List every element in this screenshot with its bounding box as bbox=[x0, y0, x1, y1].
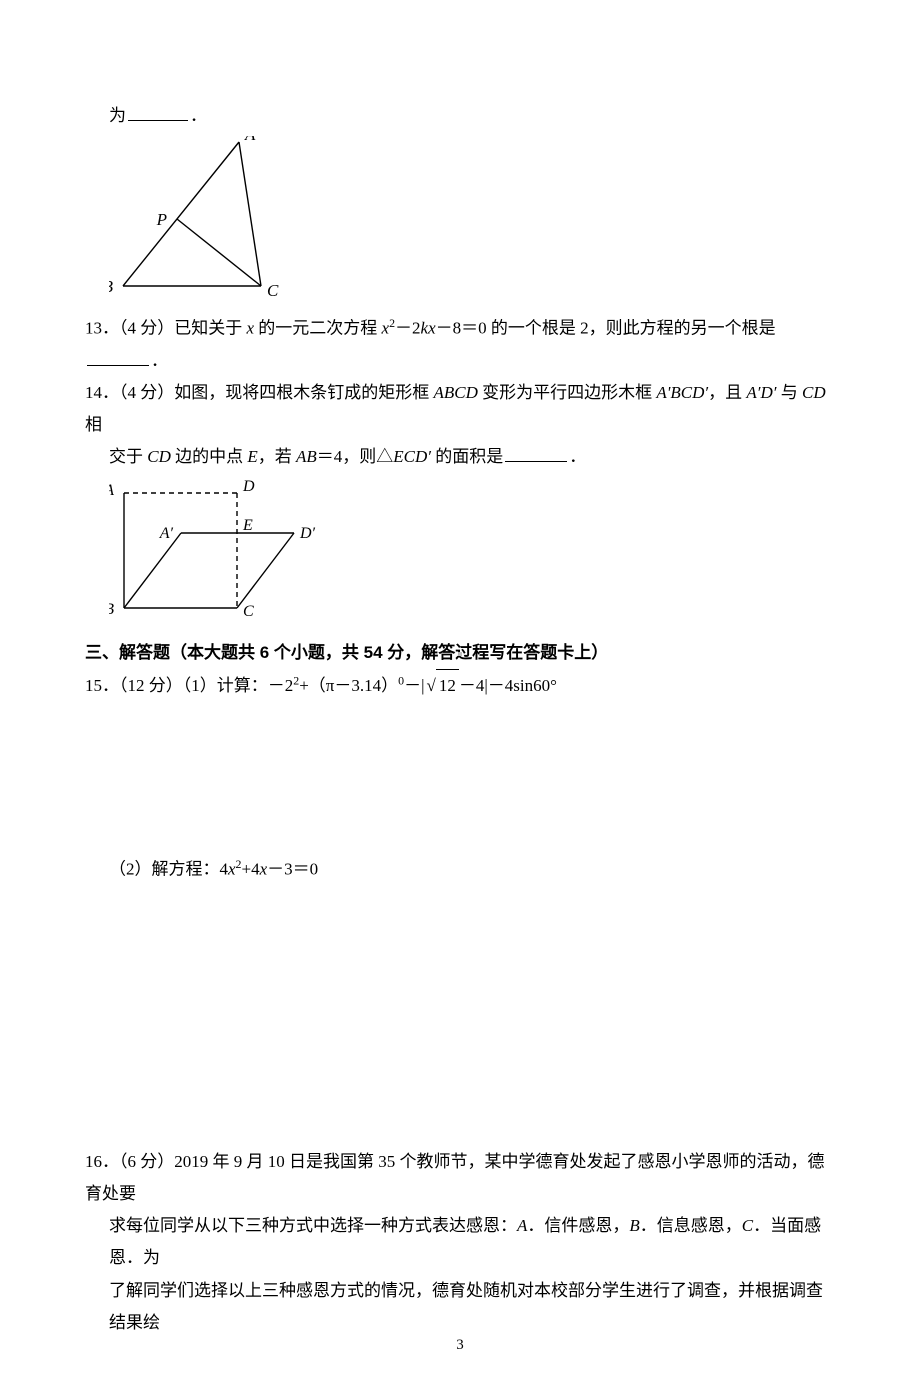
q13-text-a: 已知关于 bbox=[174, 318, 246, 337]
q15-eq2-a: 4 bbox=[220, 859, 229, 878]
q14-cd: CD bbox=[802, 383, 826, 402]
q14-number: 14． bbox=[85, 383, 119, 402]
svg-text:P: P bbox=[156, 210, 167, 229]
q14-answer-blank[interactable] bbox=[505, 444, 567, 462]
svg-text:C: C bbox=[243, 603, 254, 618]
q13-eq-mid: －2 bbox=[395, 318, 421, 337]
q15-eq2-c: －3＝0 bbox=[267, 859, 318, 878]
q13-text-b: 的一元二次方程 bbox=[254, 318, 382, 337]
q14-text-b: 变形为平行四边形木框 bbox=[478, 383, 657, 402]
q15-expr-b: +（π－3.14） bbox=[299, 676, 398, 695]
q14-text-c: ，且 bbox=[708, 383, 746, 402]
q14-period: ． bbox=[569, 447, 586, 466]
q15-expr-d: －4|－4sin60° bbox=[459, 676, 557, 695]
section3-title: 三、解答题（本大题共 6 个小题，共 54 分，解答过程写在答题卡上） bbox=[85, 637, 835, 669]
q16-optA-text: ．信件感恩， bbox=[527, 1216, 629, 1235]
q14-abcd: ABCD bbox=[434, 383, 478, 402]
q12-period: ． bbox=[190, 106, 207, 125]
q16-number: 16． bbox=[85, 1152, 119, 1171]
q16-optB-text: ．信息感恩， bbox=[640, 1216, 742, 1235]
q14-l2-d: ＝4，则△ bbox=[317, 447, 394, 466]
svg-text:D: D bbox=[242, 478, 255, 495]
q15-workspace-2 bbox=[85, 886, 835, 1146]
page-number: 3 bbox=[0, 1331, 920, 1360]
q16-optC: C bbox=[742, 1216, 753, 1235]
q13-x: x bbox=[247, 318, 255, 337]
q14-l2-a: 交于 bbox=[109, 447, 147, 466]
q13-eq-x: x bbox=[382, 318, 390, 337]
svg-text:D′: D′ bbox=[299, 525, 316, 542]
q14-e: E bbox=[247, 447, 257, 466]
q15-eq2-x2: x bbox=[260, 859, 268, 878]
q14-text-e: 相 bbox=[85, 415, 102, 434]
q14-apbcdp: A'BCD′ bbox=[656, 383, 708, 402]
q14-line1: 14．（4 分）如图，现将四根木条钉成的矩形框 ABCD 变形为平行四边形木框 … bbox=[85, 377, 835, 442]
q15-workspace-1 bbox=[85, 703, 835, 853]
q14-l2-b: 边的中点 bbox=[171, 447, 248, 466]
q13-period: ． bbox=[151, 351, 168, 370]
q12-figure: A B C P bbox=[109, 136, 835, 307]
q15-expr-c: －| bbox=[404, 676, 424, 695]
q15-line2: （2）解方程：4x2+4x－3＝0 bbox=[85, 853, 835, 886]
svg-text:B: B bbox=[109, 601, 114, 618]
q14-ecdp: ECD′ bbox=[393, 447, 431, 466]
q16-optA: A bbox=[517, 1216, 527, 1235]
svg-text:A′: A′ bbox=[159, 525, 174, 542]
q14-l2-c: ，若 bbox=[258, 447, 296, 466]
q16-l1: 2019 年 9 月 10 日是我国第 35 个教师节，某中学德育处发起了感恩小… bbox=[85, 1152, 825, 1203]
q13-score: （4 分） bbox=[119, 318, 174, 337]
q13-eq-x2: x bbox=[428, 318, 436, 337]
q15-radicand: 12 bbox=[436, 669, 459, 702]
q13-eq-k: k bbox=[421, 318, 429, 337]
svg-text:B: B bbox=[109, 277, 114, 296]
q12-tail-line: 为． bbox=[85, 100, 835, 132]
q14-score: （4 分） bbox=[119, 383, 174, 402]
svg-text:A: A bbox=[244, 136, 256, 144]
q15-sqrt-sym: √ bbox=[426, 676, 435, 695]
q15-eq2-x1: x bbox=[228, 859, 236, 878]
q15-score: （12 分） bbox=[119, 676, 183, 695]
q14-figure: A D A′ E D′ B C bbox=[109, 478, 835, 629]
q15-expr-a: －2 bbox=[268, 676, 294, 695]
q15-eq2-b: +4 bbox=[242, 859, 260, 878]
q12-answer-blank[interactable] bbox=[128, 103, 188, 121]
svg-text:A: A bbox=[109, 482, 114, 499]
q16-score: （6 分） bbox=[119, 1152, 174, 1171]
q14-text-d: 与 bbox=[777, 383, 803, 402]
q16-l2-a: 求每位同学从以下三种方式中选择一种方式表达感恩： bbox=[109, 1216, 517, 1235]
q13-number: 13． bbox=[85, 318, 119, 337]
svg-text:C: C bbox=[267, 281, 279, 296]
q15-part1-label: （1）计算： bbox=[183, 676, 268, 695]
svg-text:E: E bbox=[242, 517, 253, 534]
q14-ap: A′ bbox=[746, 383, 760, 402]
q14-dp: D′ bbox=[761, 383, 777, 402]
q13-answer-blank[interactable] bbox=[87, 348, 149, 366]
q15-part2-label: （2）解方程： bbox=[109, 859, 220, 878]
q13-line: 13．（4 分）已知关于 x 的一元二次方程 x2－2kx－8＝0 的一个根是 … bbox=[85, 312, 835, 377]
q15-sqrt: √12 bbox=[424, 669, 458, 702]
q15-number: 15． bbox=[85, 676, 119, 695]
q12-tail-text: 为 bbox=[109, 106, 126, 125]
q16-line2: 求每位同学从以下三种方式中选择一种方式表达感恩：A．信件感恩，B．信息感恩，C．… bbox=[85, 1210, 835, 1275]
q16-line3: 了解同学们选择以上三种感恩方式的情况，德育处随机对本校部分学生进行了调查，并根据… bbox=[85, 1275, 835, 1340]
q14-text-a: 如图，现将四根木条钉成的矩形框 bbox=[174, 383, 433, 402]
q16-l3: 了解同学们选择以上三种感恩方式的情况，德育处随机对本校部分学生进行了调查，并根据… bbox=[109, 1281, 823, 1332]
q14-line2: 交于 CD 边的中点 E，若 AB＝4，则△ECD′ 的面积是 ． bbox=[85, 441, 835, 473]
q14-l2-e: 的面积是 bbox=[431, 447, 503, 466]
q16-line1: 16．（6 分）2019 年 9 月 10 日是我国第 35 个教师节，某中学德… bbox=[85, 1146, 835, 1211]
q16-optB: B bbox=[629, 1216, 639, 1235]
q15-line1: 15．（12 分）（1）计算：－22+（π－3.14）0－|√12－4|－4si… bbox=[85, 669, 835, 702]
q14-cd2: CD bbox=[147, 447, 171, 466]
q14-ab: AB bbox=[296, 447, 317, 466]
q13-eq-rhs: －8＝0 的一个根是 2，则此方程的另一个根是 bbox=[436, 318, 776, 337]
